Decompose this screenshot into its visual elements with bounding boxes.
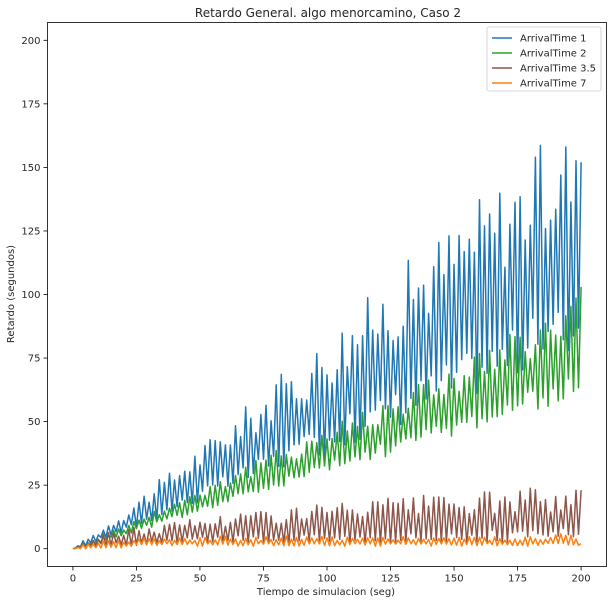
x-axis-label: Tiempo de simulacion (seg) xyxy=(256,587,395,598)
series-line xyxy=(72,144,582,550)
legend-label: ArrivalTime 7 xyxy=(520,79,587,90)
x-tick-label: 125 xyxy=(381,574,400,585)
x-tick-label: 25 xyxy=(130,574,143,585)
y-tick-label: 175 xyxy=(21,99,40,110)
x-axis: 0 25 50 75 100 125 150 175 200 xyxy=(70,566,591,585)
x-tick-label: 50 xyxy=(194,574,207,585)
x-tick-label: 200 xyxy=(572,574,591,585)
series-line xyxy=(72,533,582,550)
legend-label: ArrivalTime 1 xyxy=(520,34,587,45)
x-tick-label: 75 xyxy=(257,574,270,585)
plot-area xyxy=(47,22,607,567)
legend-label: ArrivalTime 2 xyxy=(520,49,587,60)
y-tick-label: 200 xyxy=(21,36,40,47)
legend-label: ArrivalTime 3.5 xyxy=(520,64,596,75)
x-tick-label: 0 xyxy=(70,574,76,585)
y-tick-label: 100 xyxy=(21,290,40,301)
y-tick-label: 0 xyxy=(34,544,40,555)
legend-box xyxy=(486,26,602,92)
y-tick-label: 150 xyxy=(21,163,40,174)
series-line xyxy=(72,286,582,550)
y-tick-label: 25 xyxy=(28,481,41,492)
series-line xyxy=(72,487,582,550)
series-layer xyxy=(72,144,582,550)
y-tick-label: 75 xyxy=(28,354,41,365)
y-axis: 0 25 50 75 100 125 150 175 200 xyxy=(21,36,48,555)
x-tick-label: 150 xyxy=(444,574,463,585)
legend: ArrivalTime 1 ArrivalTime 2 ArrivalTime 3.… xyxy=(486,26,602,92)
y-tick-label: 50 xyxy=(28,417,41,428)
chart-title: Retardo General. algo menorcamino, Caso … xyxy=(195,6,461,20)
y-axis-label: Retardo (segundos) xyxy=(6,245,17,343)
y-tick-label: 125 xyxy=(21,226,40,237)
x-tick-label: 175 xyxy=(508,574,527,585)
x-tick-label: 100 xyxy=(317,574,336,585)
